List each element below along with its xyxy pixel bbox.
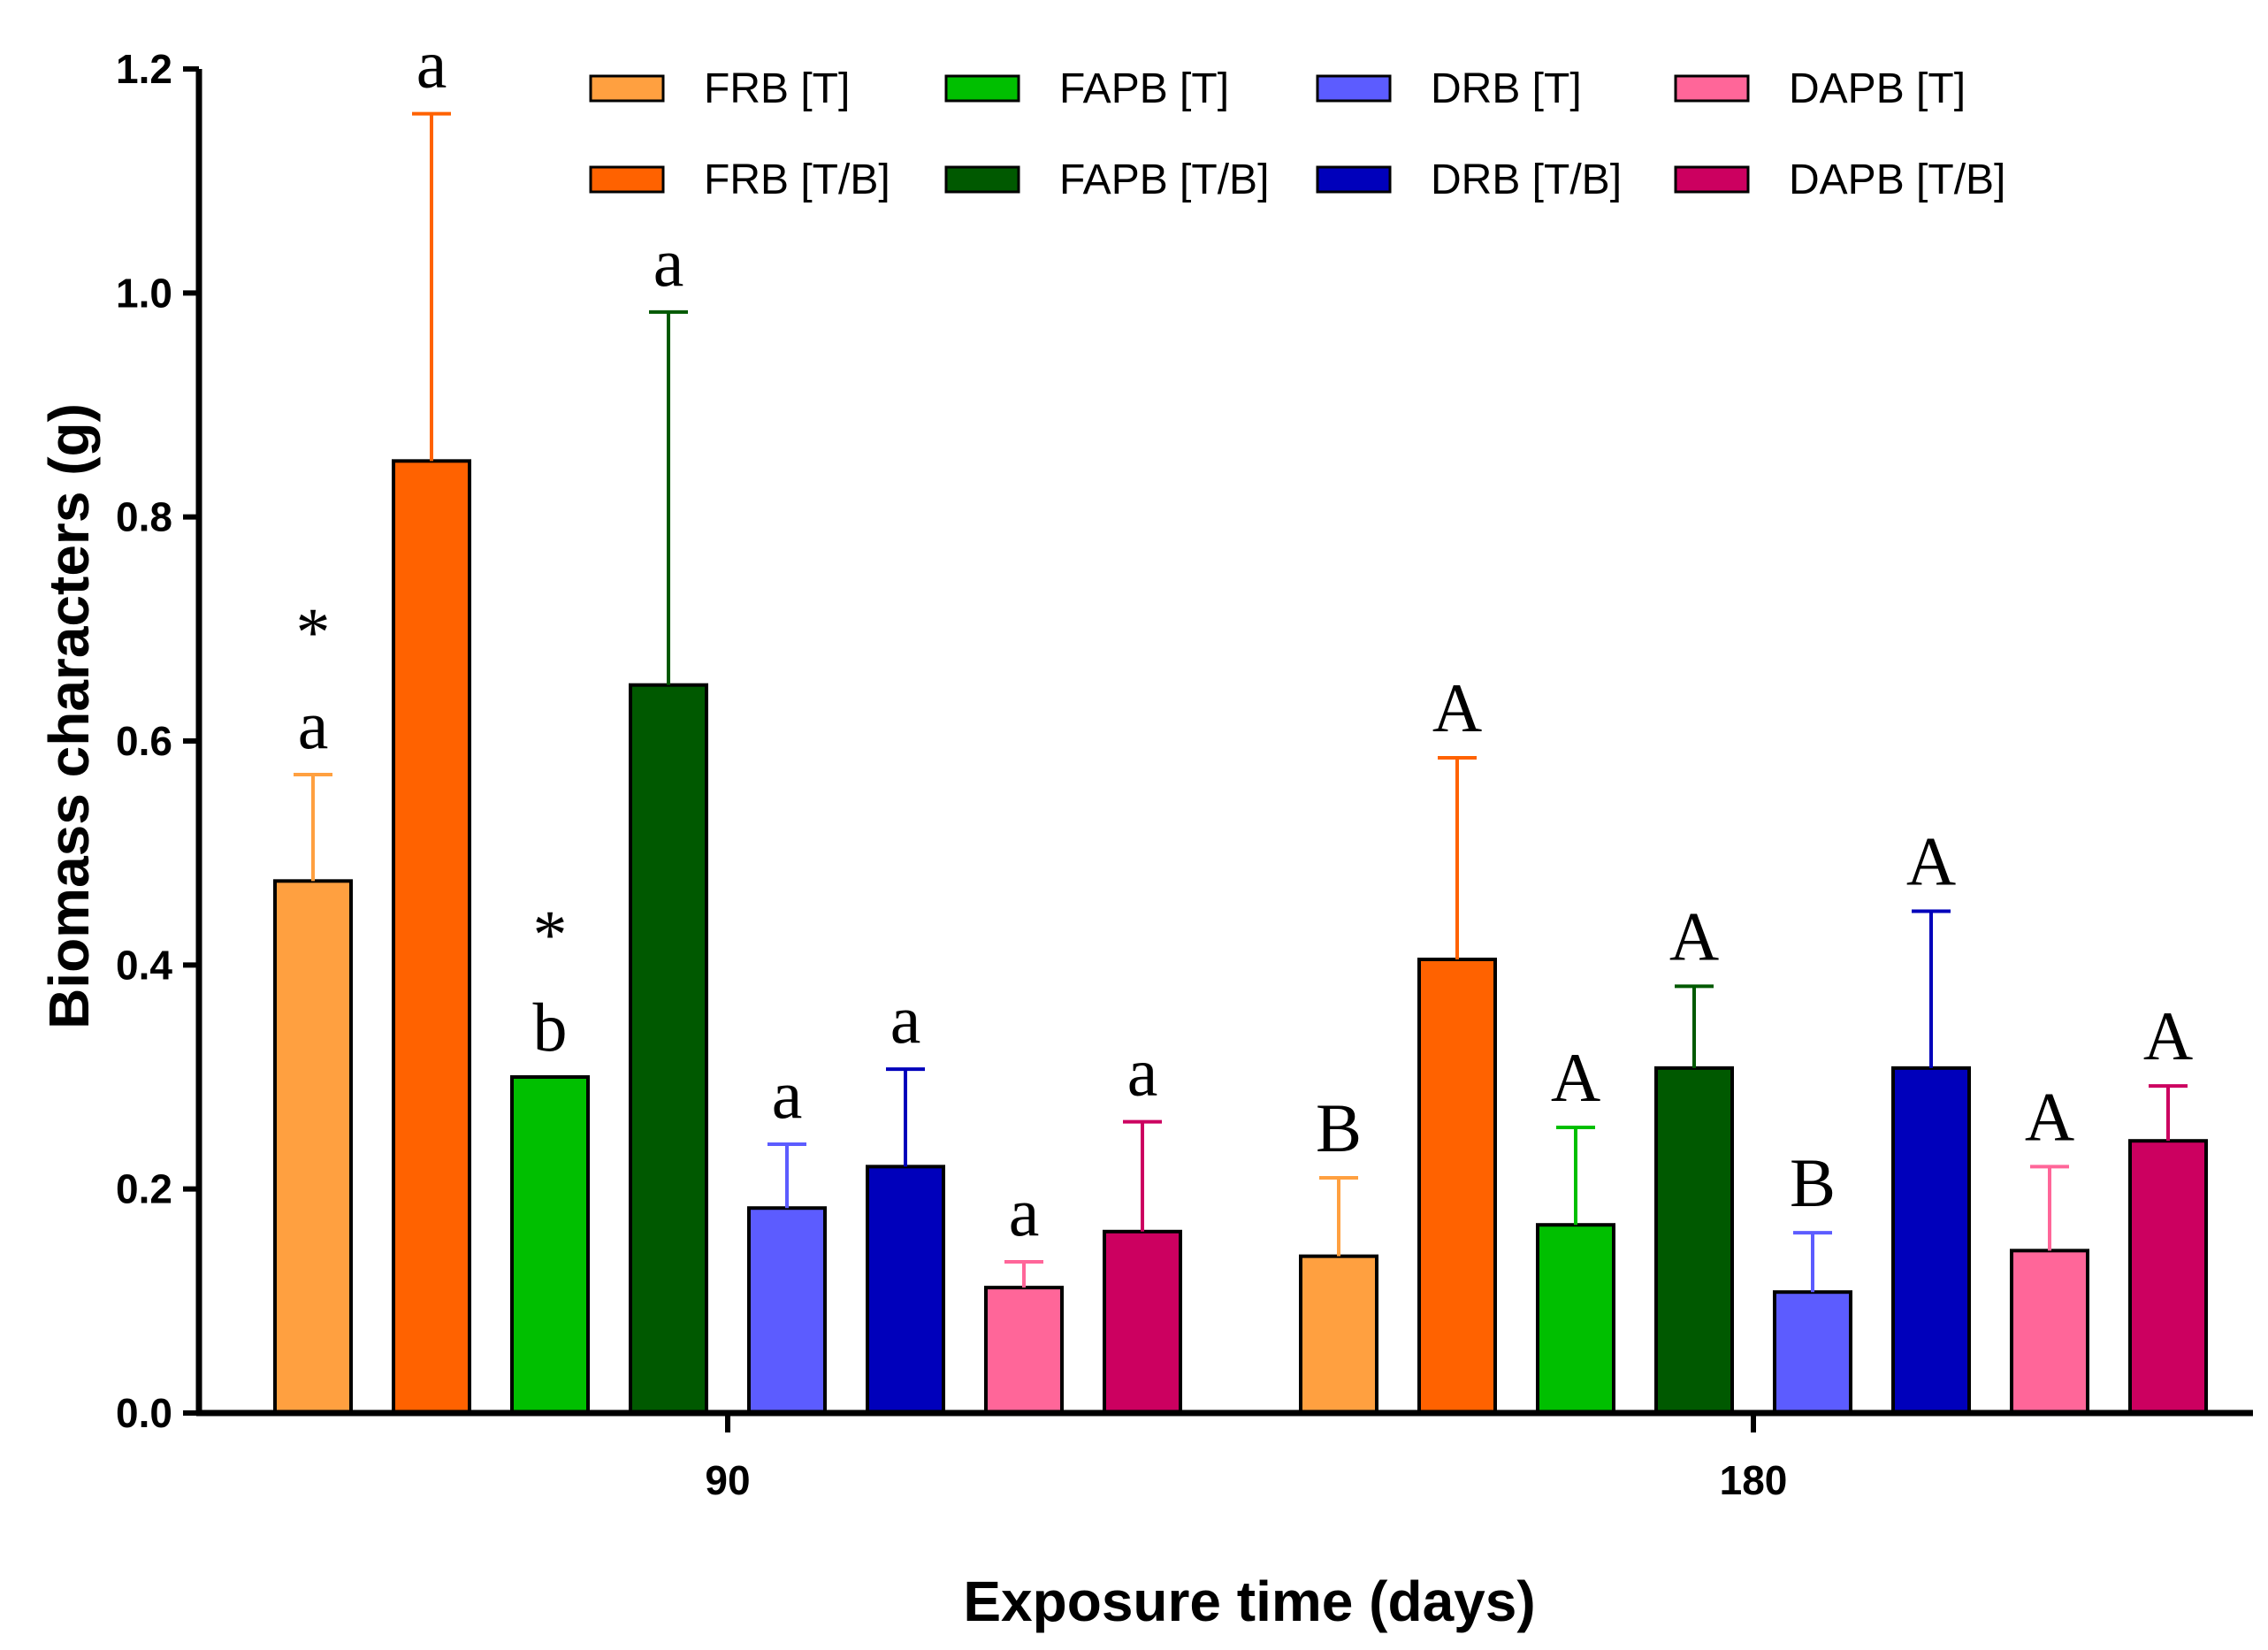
axes-group: 0.0 0.2 0.4 0.6 0.8 1.0 1.2 90 180 — [116, 46, 2253, 1503]
bar — [984, 1286, 1064, 1415]
bar — [1103, 1229, 1182, 1416]
legend-swatch — [944, 74, 1020, 103]
significance-letter: a — [653, 224, 684, 301]
y-axis-title: Biomass characters (g) — [37, 403, 101, 1029]
x-tick-label: 90 — [705, 1457, 750, 1503]
bar — [2128, 1139, 2208, 1415]
legend-label: FAPB [T/B] — [1059, 157, 1269, 203]
bar — [392, 459, 471, 1415]
legend-label: FRB [T] — [704, 65, 850, 112]
x-axis-title: Exposure time (days) — [963, 1570, 1535, 1633]
error-bars-group — [294, 111, 2188, 1293]
bar — [1891, 1066, 1971, 1416]
significance-asterisk: * — [533, 896, 568, 973]
significance-letter: b — [533, 989, 568, 1066]
y-tick-label: 0.2 — [116, 1166, 172, 1212]
significance-letter: a — [1009, 1173, 1040, 1250]
significance-letter: a — [772, 1056, 803, 1133]
legend-swatch — [1316, 165, 1392, 194]
legend: FRB [T] FRB [T/B] FAPB [T] FAPB [T/B] DRB [T… — [589, 65, 2005, 203]
bar — [629, 683, 708, 1415]
bar — [273, 879, 353, 1415]
significance-letter: a — [416, 26, 447, 103]
y-tick-label: 1.2 — [116, 46, 172, 92]
legend-label: DRB [T/B] — [1431, 157, 1622, 203]
bar — [747, 1206, 827, 1415]
x-tick-label: 180 — [1720, 1457, 1788, 1503]
significance-letter: B — [1790, 1144, 1836, 1221]
bar — [1536, 1223, 1615, 1415]
significance-letter: A — [1669, 898, 1719, 974]
legend-label: FRB [T/B] — [704, 157, 890, 203]
significance-letter: A — [2025, 1078, 2074, 1155]
bar — [866, 1165, 945, 1416]
y-tick-label: 0.6 — [116, 718, 172, 764]
legend-label: DAPB [T] — [1789, 65, 1966, 112]
bar — [1417, 958, 1497, 1415]
significance-letter: a — [890, 981, 921, 1058]
significance-letter: A — [1432, 669, 1482, 746]
legend-swatch — [1674, 74, 1750, 103]
y-tick-label: 0.0 — [116, 1390, 172, 1436]
bars-group — [273, 459, 2208, 1416]
bar — [1773, 1290, 1852, 1415]
y-tick-label: 0.4 — [116, 942, 172, 988]
significance-letter: a — [1127, 1034, 1158, 1111]
significance-letter: A — [2143, 997, 2193, 1074]
legend-swatch — [589, 165, 665, 194]
y-tick-label: 0.8 — [116, 494, 172, 540]
legend-label: DAPB [T/B] — [1789, 157, 2005, 203]
bar — [510, 1075, 590, 1415]
bar — [2010, 1249, 2089, 1416]
significance-letter: a — [298, 686, 329, 763]
bar — [1299, 1254, 1378, 1415]
legend-swatch — [1674, 165, 1750, 194]
significance-letter: A — [1906, 823, 1956, 900]
significance-asterisk: * — [296, 593, 331, 670]
legend-swatch — [944, 165, 1020, 194]
significance-letter: A — [1551, 1039, 1600, 1116]
legend-swatch — [589, 74, 665, 103]
y-tick-label: 1.0 — [116, 270, 172, 316]
significance-letter: B — [1316, 1089, 1362, 1166]
legend-swatch — [1316, 74, 1392, 103]
legend-label: FAPB [T] — [1059, 65, 1229, 112]
legend-label: DRB [T] — [1431, 65, 1582, 112]
bar — [1654, 1066, 1734, 1416]
